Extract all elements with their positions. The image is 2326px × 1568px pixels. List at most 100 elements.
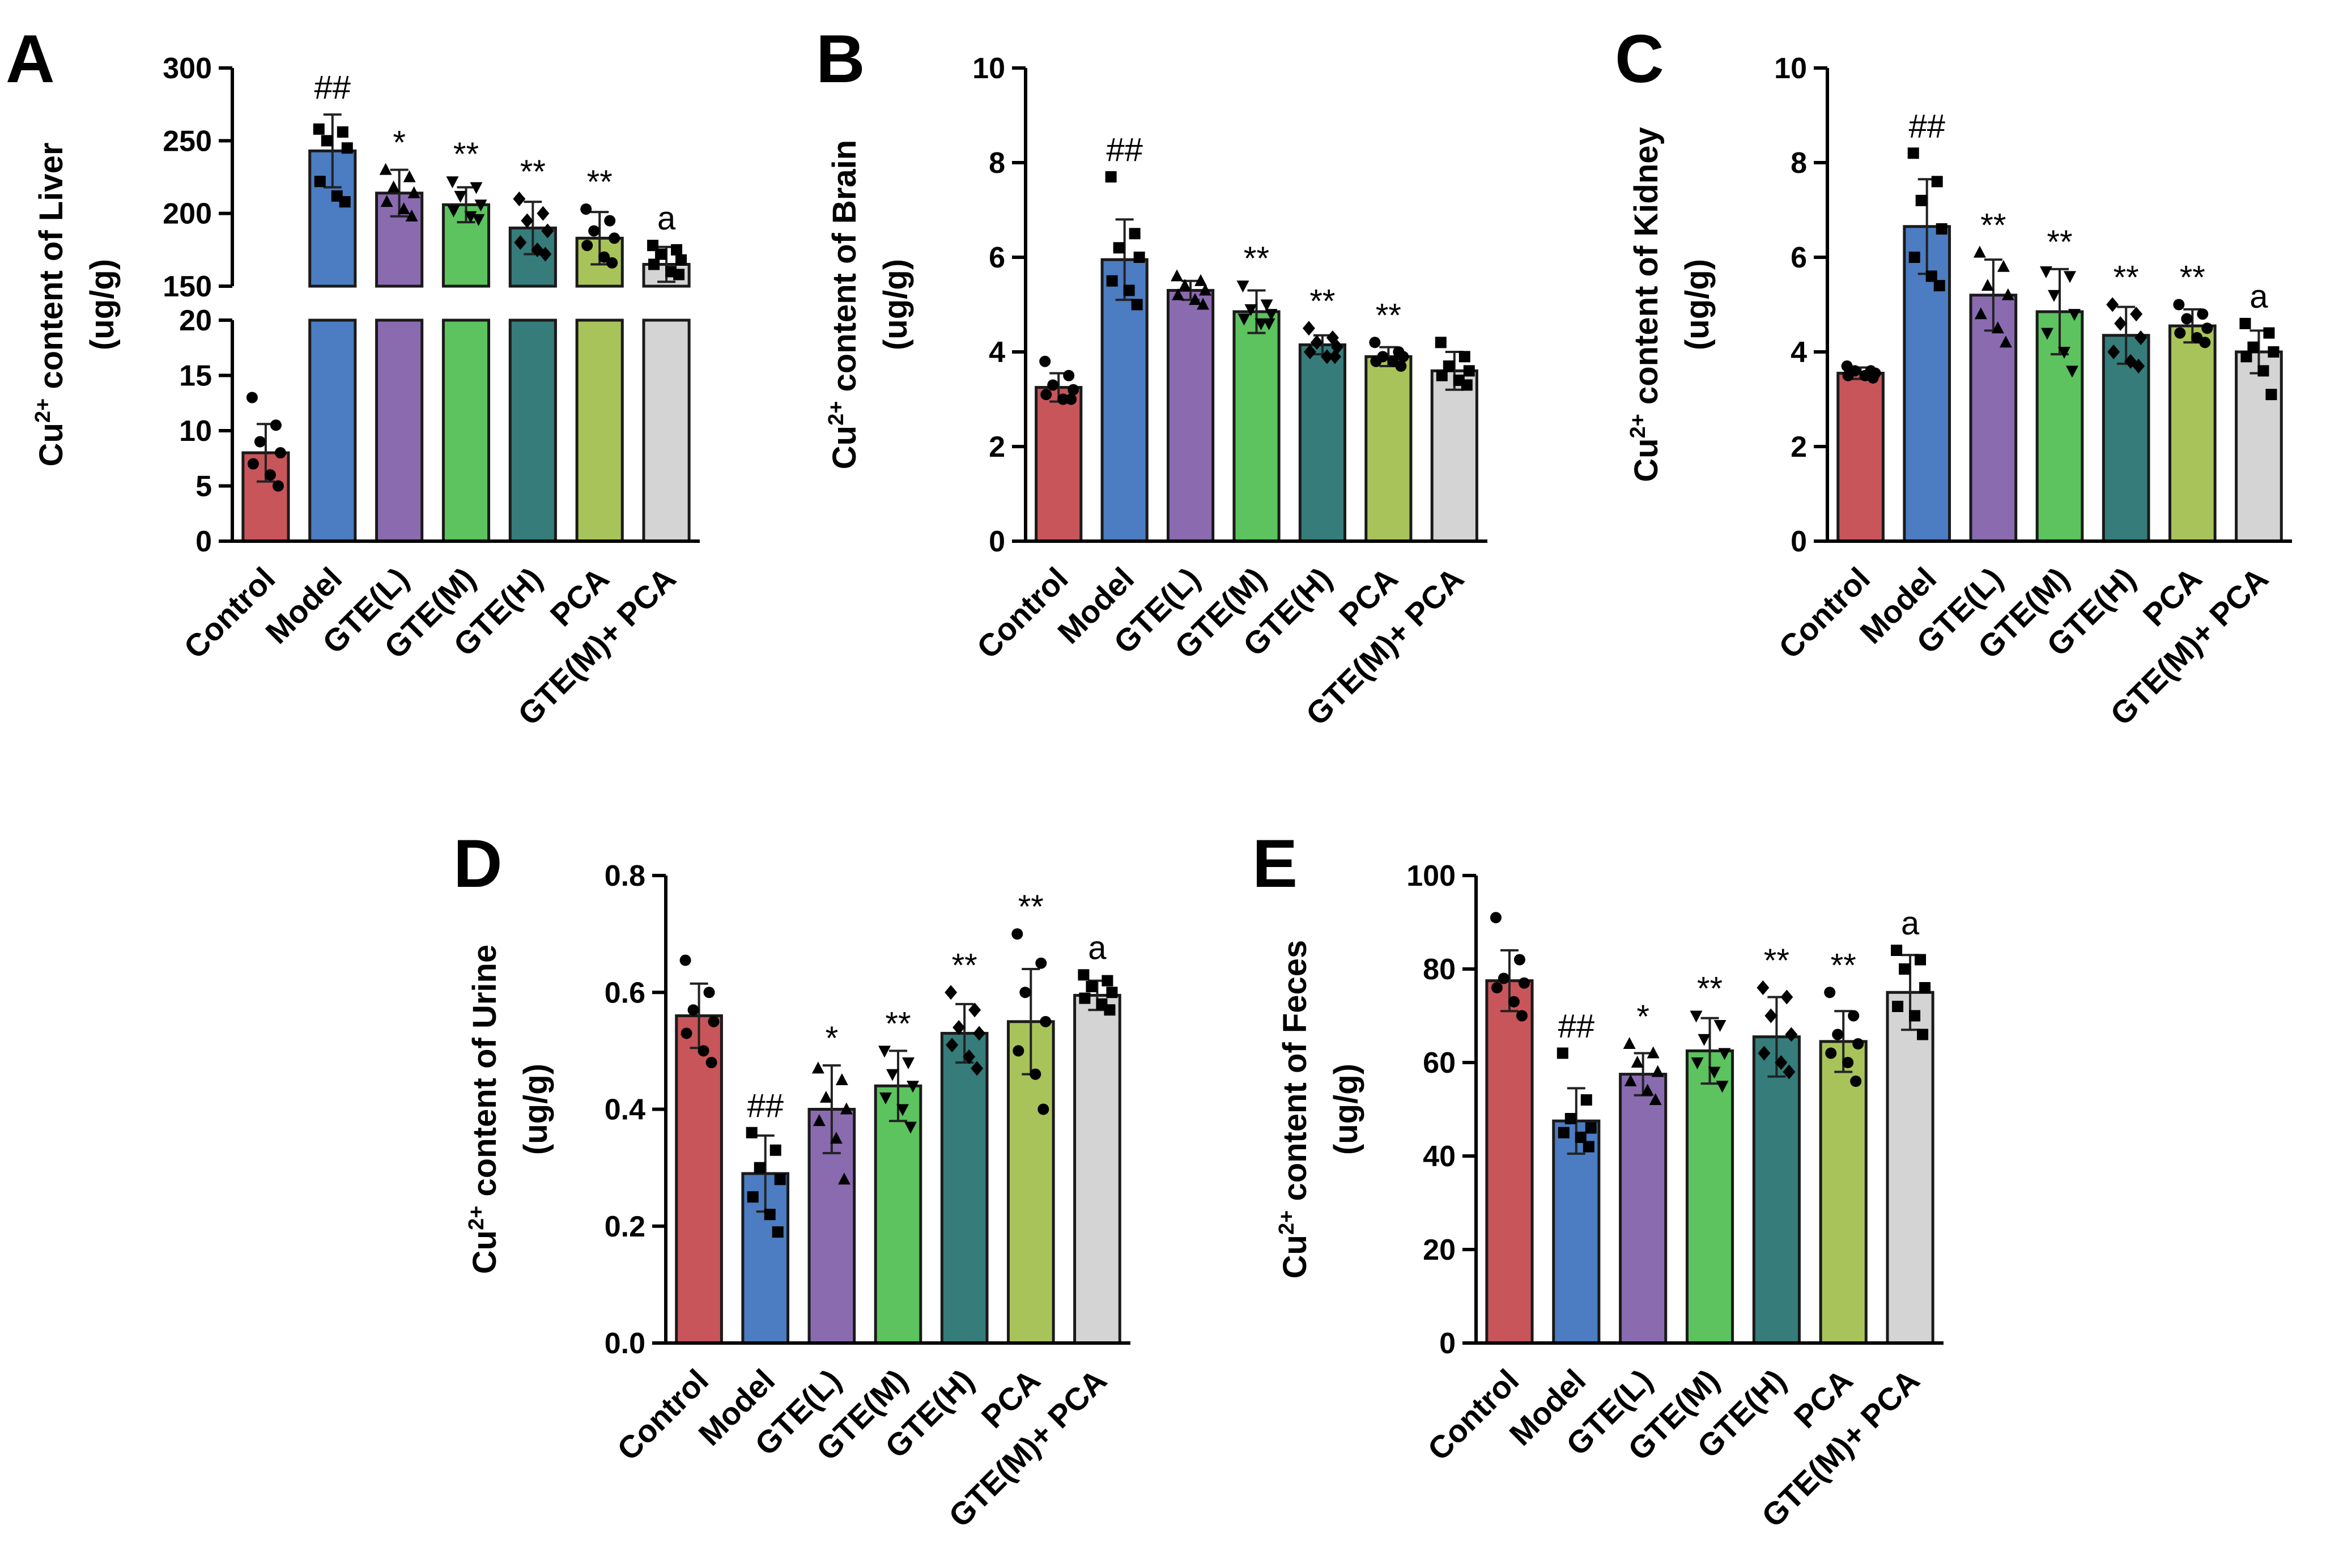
data-point [754, 1162, 766, 1174]
y-tick-label: 6 [989, 241, 1005, 274]
y-tick-label: 8 [1791, 147, 1807, 180]
data-point [1458, 351, 1470, 363]
bar-control [675, 1014, 723, 1345]
data-point [580, 203, 592, 215]
data-point [1310, 335, 1323, 350]
data-point [2107, 345, 2120, 359]
data-point [1716, 1081, 1729, 1093]
bar-gte-h [2102, 334, 2150, 543]
data-point [474, 199, 487, 212]
data-point [2265, 389, 2277, 401]
data-point [1780, 989, 1793, 1005]
data-point [2201, 322, 2213, 334]
significance-label: ** [1697, 971, 1723, 1008]
data-point [1516, 1010, 1528, 1022]
data-point [2114, 316, 2127, 331]
data-point [1974, 307, 1987, 320]
data-point [1040, 1015, 1052, 1027]
bar-control [1035, 386, 1083, 543]
data-point [1265, 309, 1278, 321]
panel-letter-a: A [6, 21, 55, 97]
data-point [1106, 987, 1118, 998]
data-point [1057, 393, 1069, 405]
y-axis-unit: (ug/g) [877, 259, 914, 350]
data-point [1775, 1055, 1788, 1070]
data-point [1518, 977, 1530, 989]
bar-gte-l [1619, 1073, 1668, 1345]
y-axis-title-superscript: 2+ [31, 398, 55, 423]
data-point [403, 170, 416, 182]
y-axis-title-superscript: 2+ [1626, 414, 1650, 438]
y-axis-title-suffix: content of Brain [826, 140, 863, 401]
y-axis-unit: (ug/g) [1679, 259, 1716, 350]
bar-gte-h [940, 1031, 989, 1345]
data-point [1575, 1132, 1587, 1143]
data-point [470, 182, 483, 194]
data-point [1236, 281, 1249, 293]
significance-label: * [1636, 998, 1649, 1035]
y-tick-label: 20 [1423, 1234, 1456, 1267]
y-tick-label: 40 [1423, 1140, 1456, 1173]
data-point [2041, 328, 2053, 340]
data-point [2263, 327, 2275, 339]
data-point [1915, 954, 1927, 966]
panel-letter-e: E [1252, 826, 1298, 902]
data-point [472, 214, 485, 226]
y-tick-label: 0.0 [605, 1327, 645, 1360]
bar-gte-m-pca [642, 318, 691, 543]
bar-gte-m [1685, 1049, 1734, 1345]
data-point [1713, 1020, 1727, 1032]
y-axis-title-suffix: content of Liver [33, 143, 70, 398]
data-point [902, 1057, 915, 1069]
panel-d: D ControlModelGTE(L)GTE(M)GTE(H)PCAGTE(M… [453, 826, 1130, 1534]
y-axis-title-suffix: content of Urine [466, 945, 503, 1206]
data-point [837, 1172, 851, 1185]
bar-control [1836, 372, 1885, 543]
data-point [1040, 389, 1052, 401]
data-point [673, 269, 685, 281]
data-point [1690, 1010, 1703, 1023]
bar-gte-m-pca [1430, 369, 1478, 543]
significance-label: ** [520, 154, 546, 190]
y-axis-title: Cu2+ content of Brain [824, 140, 863, 469]
data-point [896, 1104, 909, 1116]
y-tick-label: 0 [195, 525, 212, 558]
data-point [1303, 345, 1316, 359]
y-tick-label: 60 [1423, 1047, 1456, 1080]
data-point [1498, 972, 1509, 984]
data-point [379, 163, 392, 175]
y-axis-title-prefix: Cu [466, 1230, 503, 1274]
data-point [1832, 1029, 1844, 1040]
bar-gte-m-pca [2235, 350, 2283, 543]
data-point [2134, 330, 2148, 345]
data-point [1078, 969, 1090, 981]
y-tick-label: 0.8 [605, 860, 645, 893]
data-point [1113, 242, 1125, 254]
data-point [1698, 1034, 1711, 1046]
data-point [2257, 365, 2269, 377]
data-point [1436, 369, 1448, 381]
data-point [963, 1049, 976, 1064]
data-point [2240, 351, 2252, 363]
data-point [1463, 365, 1475, 377]
data-point [1919, 982, 1931, 993]
data-point [1461, 379, 1473, 391]
data-point [1013, 1045, 1024, 1057]
data-point [708, 1015, 720, 1027]
data-point [1260, 299, 1273, 312]
category-label: Control [177, 560, 282, 665]
data-point [1490, 912, 1502, 924]
data-point [270, 419, 282, 431]
data-point [1189, 293, 1202, 305]
data-point [1891, 945, 1903, 956]
y-tick-label: 10 [972, 52, 1005, 85]
data-point [1997, 260, 2010, 272]
y-axis-title: Cu2+ content of Urine [465, 945, 503, 1274]
data-point [1068, 384, 1079, 396]
data-point [254, 436, 266, 448]
data-point [1131, 299, 1143, 311]
data-point [747, 1191, 759, 1203]
data-point [679, 954, 691, 966]
data-point [2066, 366, 2078, 378]
data-point [447, 205, 460, 218]
